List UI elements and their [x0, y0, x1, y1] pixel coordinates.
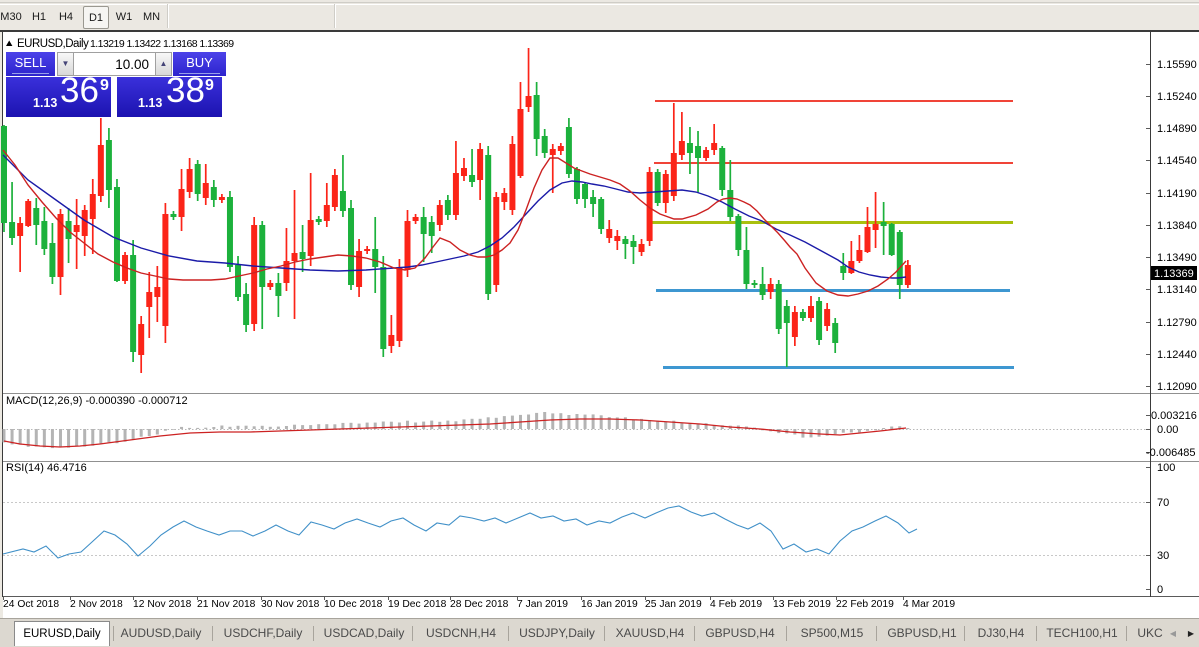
- svg-text:EURUSD,Daily: EURUSD,Daily: [17, 38, 89, 50]
- svg-text:1.15590: 1.15590: [1157, 59, 1197, 71]
- svg-text:1.14190: 1.14190: [1157, 188, 1197, 200]
- svg-text:1.13369: 1.13369: [1154, 268, 1194, 280]
- svg-text:13 Feb 2019: 13 Feb 2019: [773, 599, 831, 610]
- svg-text:1.12440: 1.12440: [1157, 349, 1197, 361]
- svg-text:21 Nov 2018: 21 Nov 2018: [197, 599, 256, 610]
- svg-text:1.12790: 1.12790: [1157, 317, 1197, 329]
- svg-text:0.003216: 0.003216: [1151, 410, 1197, 422]
- svg-text:0.00: 0.00: [1157, 424, 1178, 436]
- svg-text:70: 70: [1157, 497, 1169, 509]
- svg-text:22 Feb 2019: 22 Feb 2019: [836, 599, 894, 610]
- svg-text:28 Dec 2018: 28 Dec 2018: [450, 599, 509, 610]
- svg-text:12 Nov 2018: 12 Nov 2018: [133, 599, 192, 610]
- svg-text:16 Jan 2019: 16 Jan 2019: [581, 599, 638, 610]
- svg-text:MACD(12,26,9) -0.000390 -0.000: MACD(12,26,9) -0.000390 -0.000712: [6, 395, 188, 407]
- svg-text:30 Nov 2018: 30 Nov 2018: [261, 599, 320, 610]
- svg-text:1.14540: 1.14540: [1157, 155, 1197, 167]
- svg-text:4 Feb 2019: 4 Feb 2019: [710, 599, 762, 610]
- svg-text:24 Oct 2018: 24 Oct 2018: [3, 599, 59, 610]
- svg-text:RSI(14) 46.4716: RSI(14) 46.4716: [6, 462, 87, 474]
- svg-text:1.13140: 1.13140: [1157, 284, 1197, 296]
- svg-text:1.12090: 1.12090: [1157, 381, 1197, 393]
- svg-text:1.13219 1.13422 1.13168 1.1336: 1.13219 1.13422 1.13168 1.13369: [90, 38, 234, 50]
- svg-text:-0.006485: -0.006485: [1146, 447, 1196, 459]
- svg-text:19 Dec 2018: 19 Dec 2018: [388, 599, 447, 610]
- svg-text:1.13840: 1.13840: [1157, 220, 1197, 232]
- svg-text:25 Jan 2019: 25 Jan 2019: [645, 599, 702, 610]
- svg-text:30: 30: [1157, 550, 1169, 562]
- svg-text:1.15240: 1.15240: [1157, 91, 1197, 103]
- svg-text:0: 0: [1157, 584, 1163, 596]
- svg-text:7 Jan 2019: 7 Jan 2019: [517, 599, 568, 610]
- svg-text:10 Dec 2018: 10 Dec 2018: [324, 599, 383, 610]
- svg-text:4 Mar 2019: 4 Mar 2019: [903, 599, 955, 610]
- svg-text:1.13490: 1.13490: [1157, 252, 1197, 264]
- svg-text:100: 100: [1157, 462, 1175, 474]
- svg-text:1.14890: 1.14890: [1157, 123, 1197, 135]
- svg-text:2 Nov 2018: 2 Nov 2018: [70, 599, 123, 610]
